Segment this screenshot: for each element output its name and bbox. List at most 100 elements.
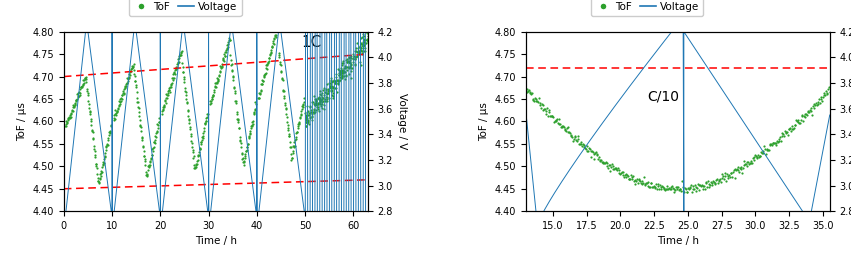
Point: [112, 99, 126, 103]
Point: [334, 70, 347, 75]
Point: [163, 90, 177, 94]
Point: [273, 60, 287, 64]
Point: [200, 115, 214, 119]
Point: [305, 108, 318, 112]
Point: [114, 97, 128, 101]
Point: [86, 130, 100, 134]
Point: [812, 97, 825, 101]
Point: [124, 68, 138, 73]
Point: [785, 126, 799, 131]
Point: [258, 75, 271, 79]
Point: [243, 131, 257, 135]
Point: [72, 93, 86, 98]
Point: [356, 42, 369, 46]
Point: [318, 97, 332, 101]
Point: [160, 96, 174, 101]
Point: [665, 184, 679, 188]
Point: [335, 63, 349, 67]
Point: [135, 138, 149, 143]
Point: [802, 109, 815, 113]
Point: [126, 64, 140, 68]
Point: [275, 69, 288, 74]
Point: [285, 156, 299, 160]
Point: [311, 107, 325, 111]
Point: [640, 181, 654, 185]
Point: [283, 134, 296, 138]
Point: [546, 115, 560, 119]
Point: [178, 80, 191, 84]
Point: [70, 97, 83, 101]
Point: [350, 55, 363, 59]
Point: [340, 65, 353, 69]
Point: [696, 187, 710, 191]
Point: [151, 122, 164, 126]
Point: [703, 183, 717, 187]
Point: [325, 93, 339, 97]
Point: [595, 160, 608, 164]
Point: [69, 98, 83, 102]
Point: [180, 100, 193, 105]
Point: [226, 74, 239, 79]
Point: [631, 181, 644, 185]
Point: [189, 165, 203, 169]
Point: [572, 134, 585, 139]
Point: [525, 91, 539, 95]
Point: [645, 185, 659, 189]
Point: [597, 161, 610, 165]
Point: [685, 190, 699, 194]
Point: [288, 135, 302, 139]
Point: [743, 161, 757, 165]
Point: [178, 86, 191, 90]
Point: [348, 49, 362, 54]
Point: [334, 76, 348, 80]
Point: [204, 98, 218, 103]
Point: [260, 63, 274, 67]
Point: [269, 33, 283, 37]
Point: [185, 141, 198, 145]
Point: [320, 97, 334, 101]
Point: [590, 153, 603, 157]
Point: [184, 134, 197, 139]
Point: [220, 48, 233, 52]
Point: [582, 146, 596, 150]
Point: [291, 126, 305, 130]
Point: [344, 61, 357, 65]
Point: [149, 134, 163, 138]
Point: [182, 117, 196, 122]
Point: [736, 166, 750, 170]
Point: [68, 101, 82, 105]
Point: [584, 149, 597, 153]
Point: [636, 182, 649, 186]
Point: [66, 103, 80, 107]
Point: [660, 187, 673, 191]
Point: [209, 81, 223, 85]
Point: [83, 111, 97, 116]
Point: [677, 190, 691, 194]
Point: [118, 84, 132, 88]
Point: [174, 53, 187, 57]
Point: [611, 166, 625, 171]
Point: [326, 86, 340, 90]
Point: [163, 85, 177, 89]
Point: [791, 117, 804, 122]
Point: [334, 72, 347, 76]
Point: [559, 129, 573, 133]
Point: [630, 179, 643, 183]
Point: [129, 78, 142, 83]
Point: [320, 92, 334, 96]
Point: [215, 62, 229, 66]
Point: [625, 177, 638, 181]
Point: [633, 178, 647, 183]
Point: [337, 69, 351, 73]
Point: [310, 105, 323, 110]
Point: [196, 135, 209, 139]
Point: [725, 175, 739, 179]
Point: [168, 68, 182, 72]
Point: [209, 81, 223, 85]
Point: [339, 58, 352, 63]
Point: [805, 106, 819, 110]
Point: [325, 84, 339, 88]
Point: [168, 70, 181, 74]
Point: [145, 155, 158, 160]
Point: [195, 138, 208, 142]
